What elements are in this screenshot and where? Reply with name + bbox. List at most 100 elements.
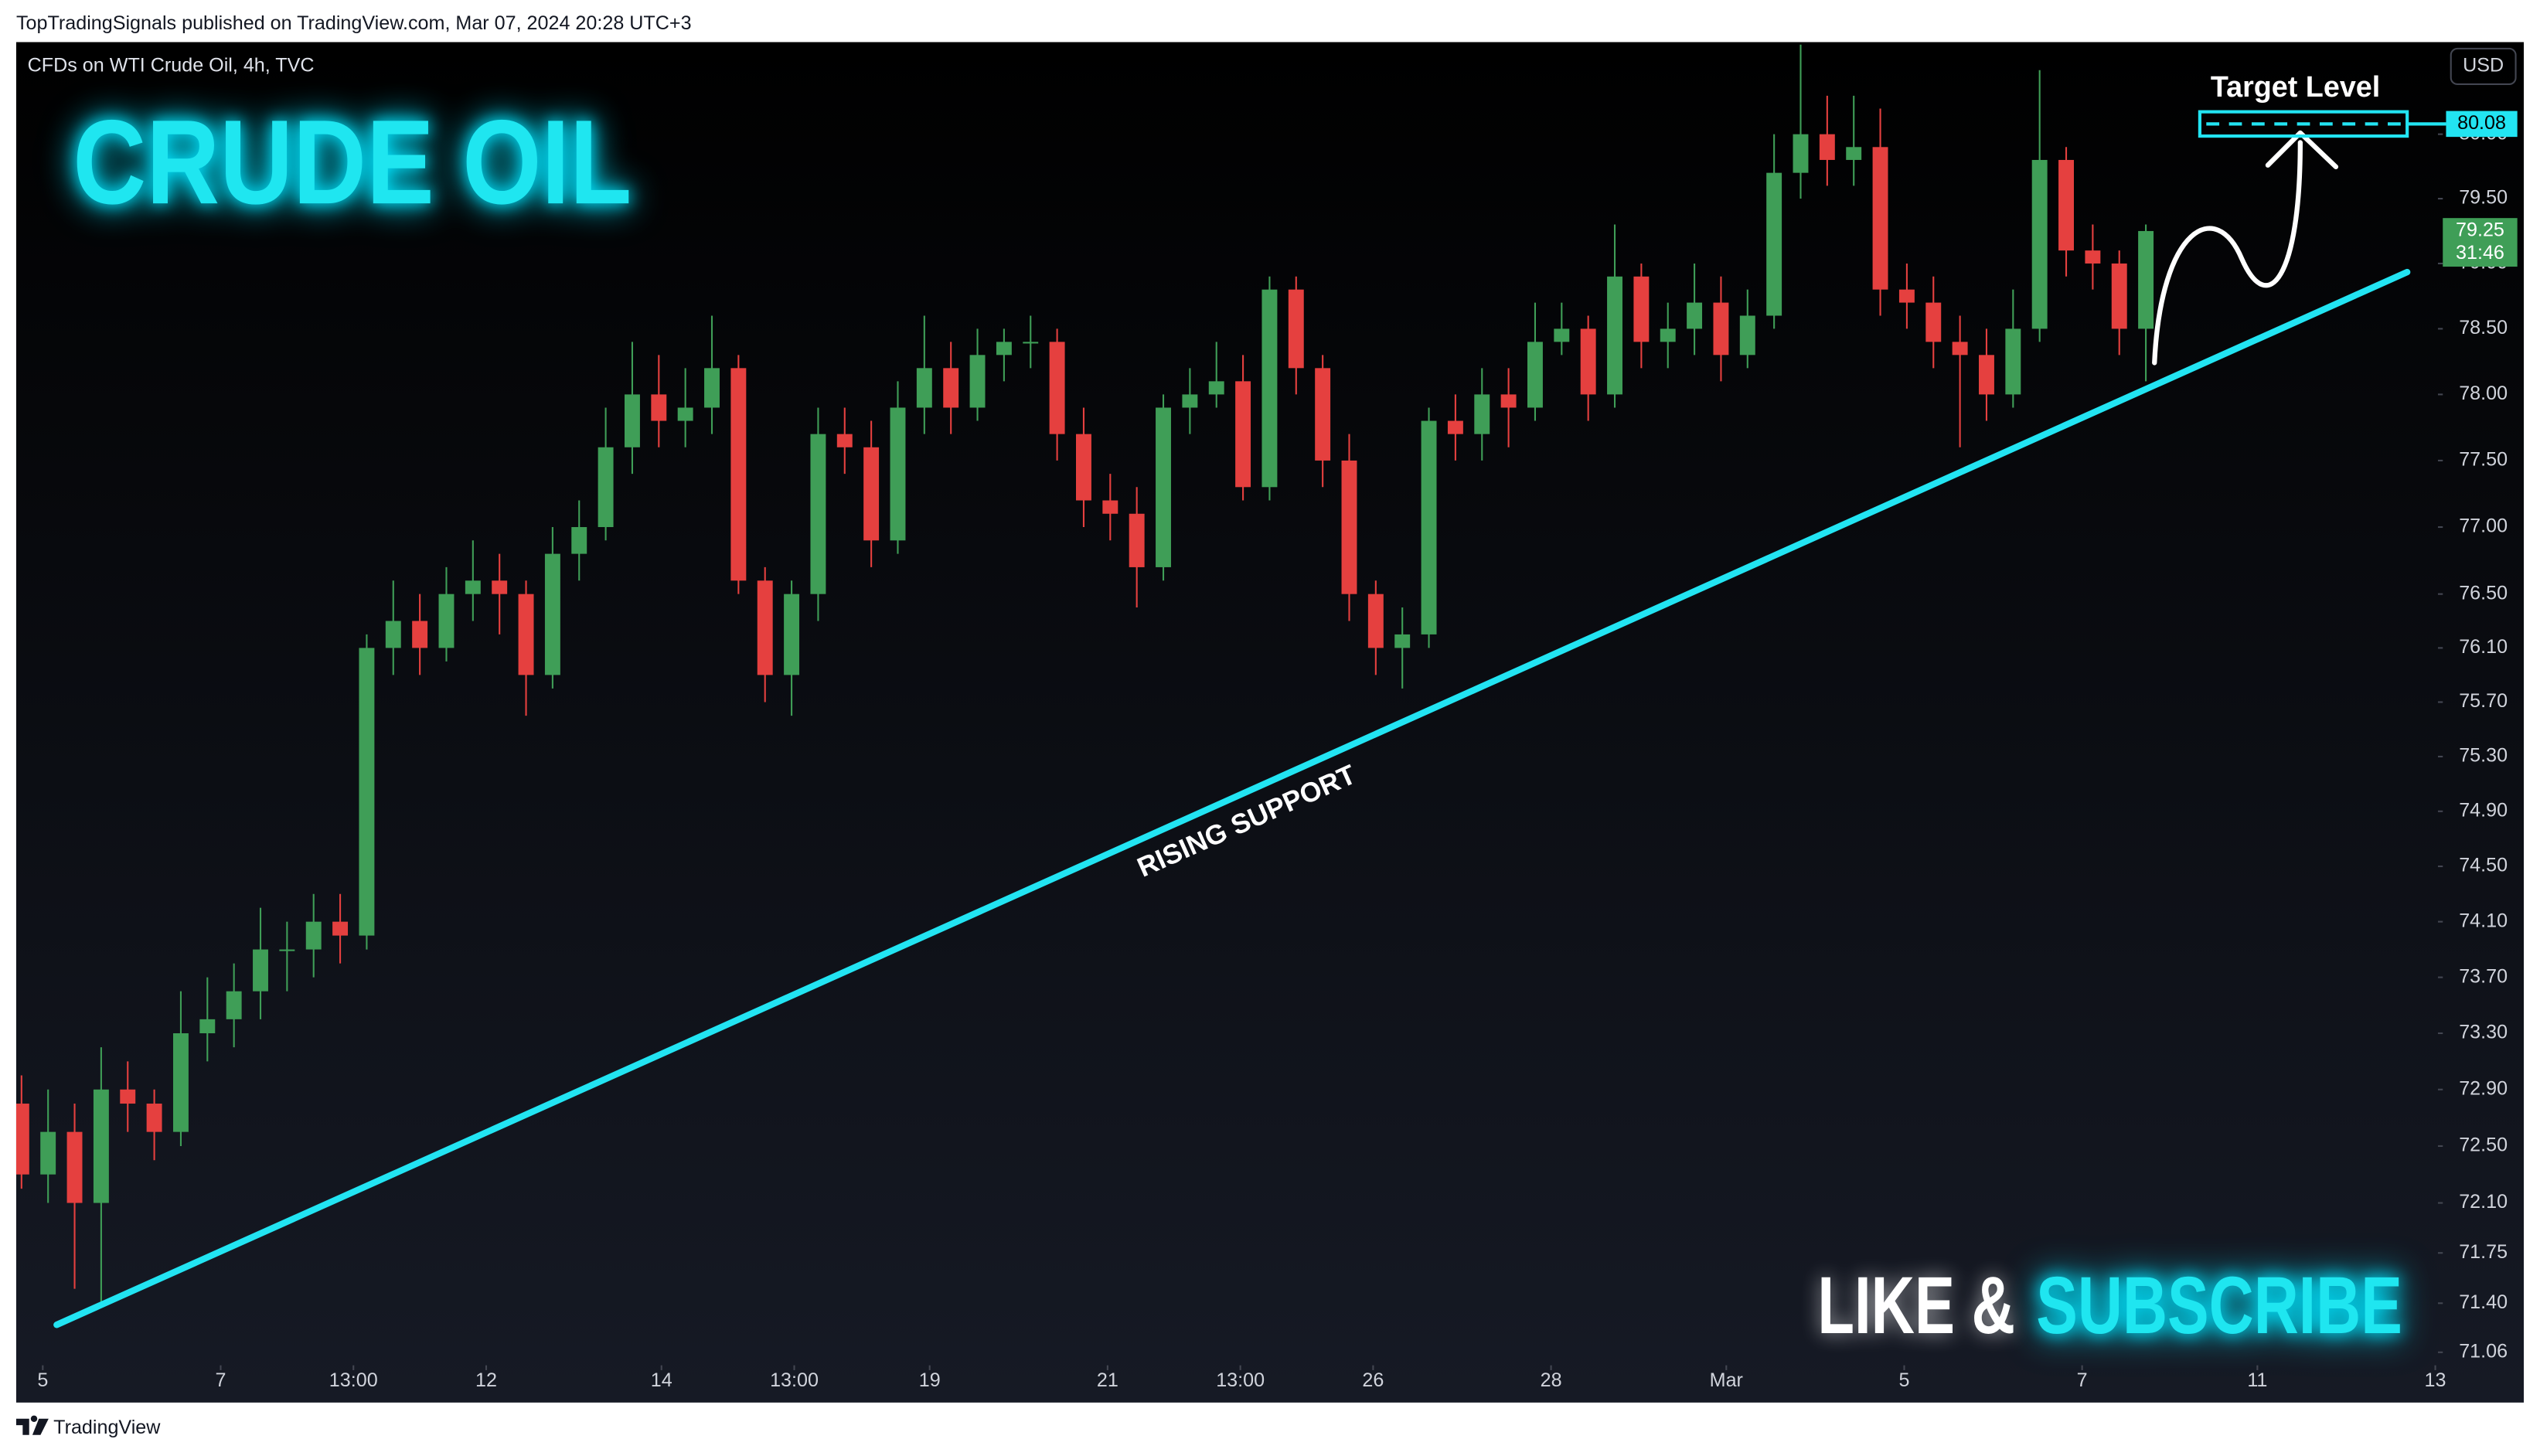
bar-countdown: 31:46	[2456, 242, 2504, 264]
y-tick-label: 78.00	[2459, 383, 2508, 404]
candle-body	[969, 355, 986, 408]
last-price: 79.25	[2456, 219, 2504, 241]
candle-body	[1846, 147, 1862, 160]
x-tick-label: 5	[1898, 1369, 1909, 1391]
candle-body	[2031, 159, 2048, 329]
y-tick-label: 76.50	[2459, 582, 2508, 604]
candle-body	[730, 368, 747, 581]
x-tick-label: 14	[651, 1369, 672, 1391]
candle-body	[704, 368, 720, 408]
candle-body	[1421, 420, 1437, 634]
candle-body	[2111, 263, 2127, 329]
candle-body	[1261, 289, 1278, 488]
y-tick-label: 79.50	[2459, 187, 2508, 209]
candle-body	[279, 949, 295, 951]
x-tick-label: 7	[2077, 1369, 2088, 1391]
candle-body	[784, 594, 800, 675]
candle-body	[1447, 420, 1463, 434]
candle-body	[544, 553, 560, 675]
y-tick-label: 74.90	[2459, 799, 2508, 821]
chart-background	[15, 42, 2525, 1403]
target-label: Target Level	[2211, 70, 2380, 103]
candle-body	[571, 527, 587, 554]
y-tick-label: 73.30	[2459, 1022, 2508, 1043]
y-tick-label: 75.70	[2459, 690, 2508, 712]
candle-body	[2085, 250, 2101, 264]
candle-body	[199, 1019, 216, 1033]
candle-body	[1739, 315, 1755, 355]
y-tick-label: 74.10	[2459, 910, 2508, 931]
headline: CRUDE OIL	[73, 95, 632, 229]
candle-body	[651, 394, 667, 421]
y-tick-label: 77.00	[2459, 515, 2508, 537]
currency[interactable]: USD	[2463, 55, 2504, 77]
candle-body	[1129, 513, 1145, 567]
candle-body	[66, 1131, 83, 1203]
candle-body	[1607, 276, 1622, 395]
tradingview-logo	[15, 1415, 49, 1435]
candle-body	[1793, 134, 1809, 173]
candle-body	[93, 1089, 109, 1203]
candle-body	[359, 648, 375, 936]
candle-body	[1394, 634, 1411, 648]
candle-body	[677, 407, 693, 421]
candle-body	[1819, 134, 1835, 160]
candle-body	[757, 580, 773, 675]
y-tick-label: 72.90	[2459, 1077, 2508, 1099]
x-tick-label: 26	[1362, 1369, 1384, 1391]
candle-body	[1102, 500, 1118, 514]
x-tick-label: 19	[919, 1369, 941, 1391]
target-price-box	[2446, 111, 2518, 138]
y-tick-label: 73.70	[2459, 965, 2508, 987]
candle-body	[1315, 368, 1331, 461]
candle-body	[226, 991, 242, 1019]
y-tick-label: 71.40	[2459, 1291, 2508, 1313]
y-tick-label: 71.75	[2459, 1241, 2508, 1263]
candle-body	[1023, 342, 1039, 344]
candle-body	[1208, 381, 1224, 395]
candle-body	[863, 447, 880, 541]
publish-info: TopTradingSignals published on TradingVi…	[16, 12, 692, 34]
x-tick-label: 21	[1097, 1369, 1118, 1391]
candle-body	[492, 580, 508, 594]
y-tick-label: 72.10	[2459, 1191, 2508, 1213]
x-tick-label: 13:00	[329, 1369, 378, 1391]
candle-body	[438, 594, 455, 648]
candle-body	[1235, 381, 1251, 488]
x-tick-label: 13:00	[1216, 1369, 1265, 1391]
brand: TradingView	[53, 1417, 161, 1438]
currency-box[interactable]	[2450, 47, 2517, 86]
target-price: 80.08	[2457, 112, 2506, 134]
candle-body	[996, 342, 1012, 355]
candle-body	[40, 1131, 56, 1175]
candle-body	[1367, 594, 1384, 648]
candle-body	[253, 949, 268, 992]
candle-body	[1713, 302, 1729, 355]
candle-body	[120, 1089, 136, 1104]
candle-body	[810, 434, 826, 594]
candle-body	[1474, 394, 1490, 434]
candle-body	[1049, 342, 1065, 434]
plot	[15, 44, 2154, 1304]
candle-body	[465, 580, 481, 594]
candle-body	[385, 621, 401, 648]
x-tick-label: 28	[1541, 1369, 1562, 1391]
candle-body	[2005, 328, 2021, 395]
y-tick-label: 71.06	[2459, 1340, 2508, 1362]
candle-body	[146, 1104, 162, 1132]
candle-body	[15, 1104, 29, 1175]
candle-body	[1660, 328, 1676, 342]
last-price-box	[2443, 218, 2518, 267]
x-tick-label: 13:00	[770, 1369, 819, 1391]
candle-body	[1633, 276, 1650, 342]
candle-body	[1288, 289, 1304, 369]
x-tick-label: 11	[2247, 1369, 2267, 1391]
candle-body	[332, 921, 349, 936]
candle-body	[1925, 302, 1942, 342]
candle-body	[1580, 328, 1596, 395]
cta-like: LIKE &	[1817, 1260, 2015, 1351]
x-tick-label: 12	[475, 1369, 497, 1391]
candle-body	[624, 394, 640, 447]
